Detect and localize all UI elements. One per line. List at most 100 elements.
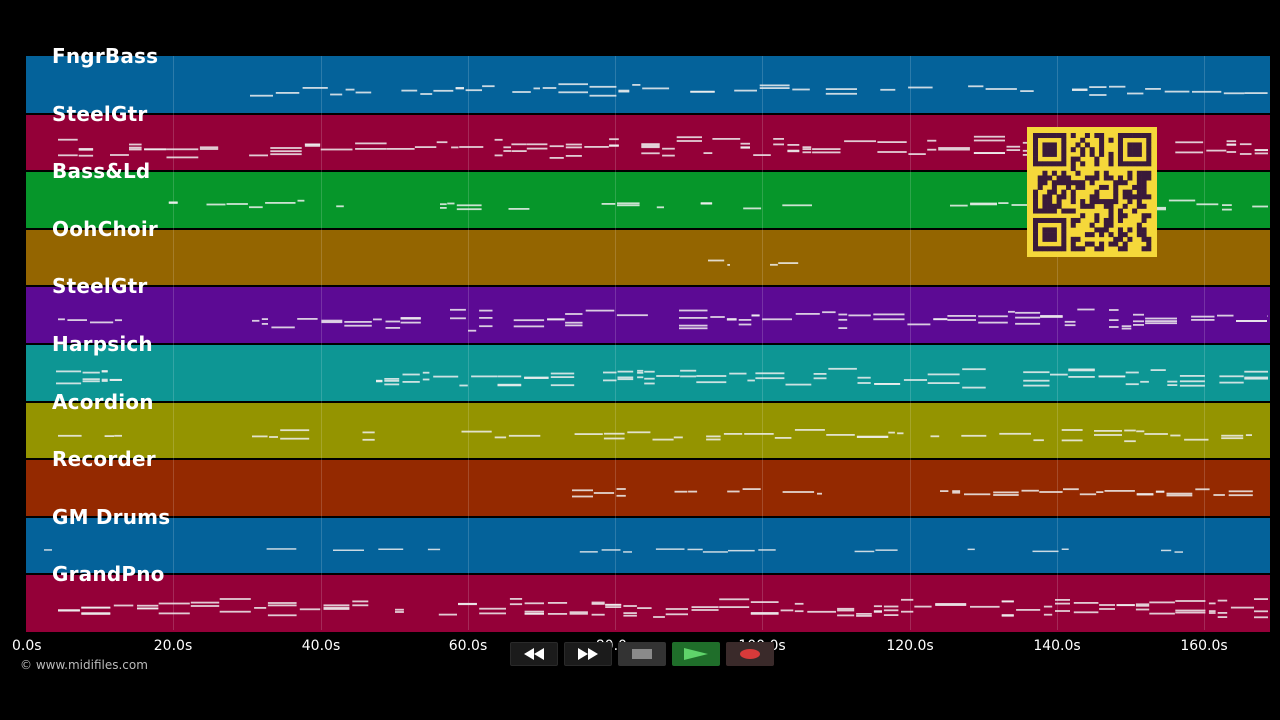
qr-module (1037, 133, 1043, 139)
note (825, 88, 857, 90)
note (384, 380, 400, 382)
note (1104, 490, 1135, 492)
note (601, 549, 621, 551)
note (908, 153, 926, 155)
qr-module (1146, 236, 1152, 242)
qr-module (1132, 194, 1138, 200)
note (1109, 309, 1119, 311)
qr-module (1127, 147, 1133, 153)
note (727, 264, 730, 266)
note (440, 203, 447, 206)
note (58, 318, 65, 321)
note (653, 616, 665, 618)
qr-module (1042, 199, 1048, 205)
note (662, 147, 675, 150)
note (304, 143, 321, 146)
note (738, 319, 752, 321)
note (345, 88, 355, 91)
note (542, 87, 557, 89)
note (999, 432, 1031, 435)
note (436, 141, 448, 144)
note (402, 381, 420, 383)
track-label: GM Drums (52, 505, 171, 529)
note (1155, 491, 1165, 493)
note (456, 208, 482, 211)
qr-code-icon (1027, 127, 1157, 257)
qr-module (1117, 213, 1123, 219)
note (676, 140, 702, 142)
fast-forward-button[interactable] (564, 642, 612, 666)
qr-module (1108, 175, 1114, 181)
note (1208, 602, 1216, 605)
play-button[interactable] (672, 642, 720, 666)
qr-module (1061, 142, 1067, 148)
note (947, 315, 976, 317)
note (547, 613, 568, 615)
note (1254, 149, 1268, 152)
note (1144, 433, 1168, 435)
note (78, 148, 94, 151)
note (1167, 380, 1178, 383)
note (787, 149, 800, 152)
note (877, 151, 907, 153)
note (938, 148, 970, 151)
qr-module (1103, 203, 1109, 209)
note (644, 370, 655, 373)
note (1217, 599, 1228, 602)
note (691, 609, 719, 611)
note (950, 204, 968, 207)
note (927, 139, 937, 142)
note (465, 89, 482, 92)
note (662, 154, 675, 157)
qr-module (1127, 236, 1133, 242)
note (533, 87, 540, 90)
note (747, 379, 755, 382)
note (665, 608, 688, 610)
note (961, 434, 987, 437)
note (883, 614, 899, 616)
note (1149, 601, 1175, 604)
note (1039, 491, 1063, 493)
qr-module (1033, 156, 1039, 162)
rewind-icon (524, 648, 544, 660)
note (1043, 605, 1053, 608)
note (1174, 551, 1183, 553)
qr-module (1051, 133, 1057, 139)
qr-module (1117, 227, 1123, 233)
note (352, 600, 369, 603)
note (355, 91, 372, 94)
note (617, 204, 640, 207)
qr-module (1047, 142, 1053, 148)
note (901, 598, 914, 601)
note (249, 206, 263, 209)
note (907, 323, 931, 326)
note (144, 148, 167, 151)
qr-module (1042, 208, 1048, 214)
note (726, 318, 737, 320)
note (479, 309, 493, 312)
qr-module (1108, 137, 1114, 143)
note (755, 377, 785, 380)
stop-button[interactable] (618, 642, 666, 666)
qr-module (1075, 142, 1081, 148)
note (414, 146, 437, 148)
note (362, 438, 375, 441)
note (1121, 325, 1132, 328)
rewind-button[interactable] (510, 642, 558, 666)
qr-module (1122, 133, 1128, 139)
tick-label: 160.0s (1180, 638, 1228, 654)
stop-icon (632, 649, 652, 659)
note (1145, 317, 1177, 320)
note (1127, 92, 1144, 95)
note (605, 604, 622, 606)
note (1125, 383, 1139, 386)
qr-module (1033, 246, 1039, 252)
qr-module (1141, 203, 1147, 209)
note (1135, 608, 1150, 611)
note (617, 378, 634, 381)
qr-module (1094, 156, 1100, 162)
qr-module (1061, 156, 1067, 162)
note (623, 605, 637, 607)
record-button[interactable] (726, 642, 774, 666)
